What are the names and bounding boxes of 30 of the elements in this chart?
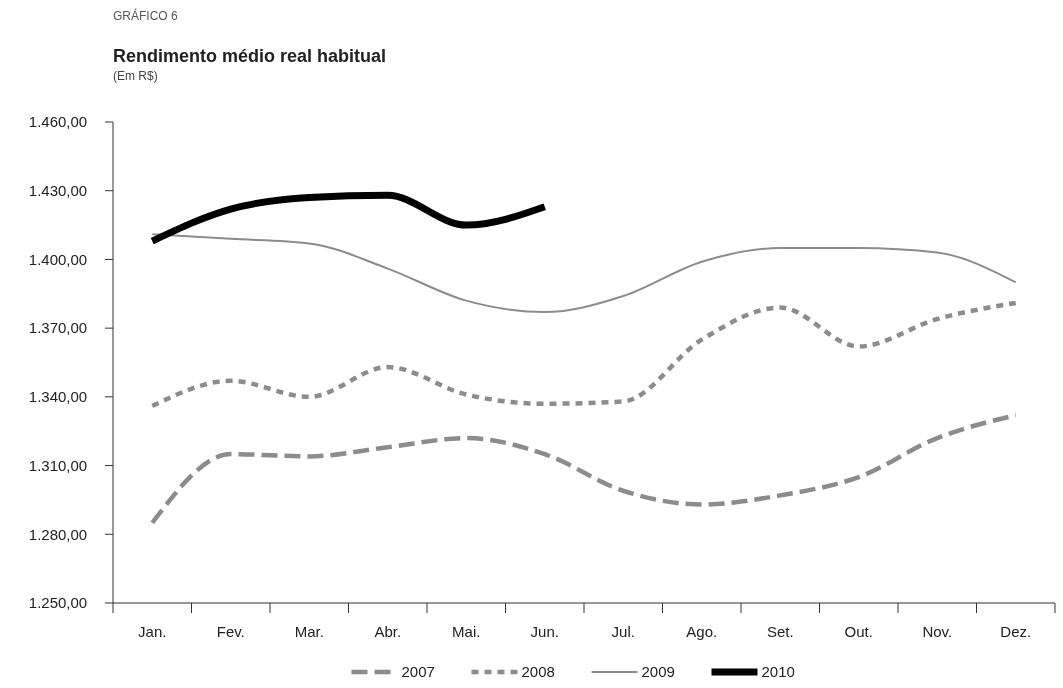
line-series [151, 233, 1017, 314]
legend-label: 2008 [521, 663, 555, 681]
y-tick-label: 1.340,00 [28, 388, 88, 406]
y-tick-label: 1.280,00 [28, 525, 88, 543]
line-series [150, 300, 1018, 409]
x-tick-label: Jun. [530, 623, 559, 640]
chart-title: Rendimento médio real habitual [113, 46, 387, 66]
y-tick-label: 1.370,00 [28, 319, 88, 337]
x-tick-label: Ago. [686, 623, 718, 640]
legend-label: 2007 [401, 663, 435, 681]
x-tick-label: Fev. [216, 623, 245, 640]
text: GRÁFICO 6 [113, 8, 178, 23]
x-tick-label: Set. [766, 623, 794, 640]
legend-label: 2009 [641, 663, 675, 681]
line-series [150, 412, 1018, 526]
y-tick-label: 1.460,00 [28, 113, 88, 131]
x-tick-label: Mar. [294, 623, 324, 640]
x-tick-label: Nov. [922, 623, 953, 640]
chart-subtitle: (Em R$) [113, 69, 158, 83]
y-tick-label: 1.430,00 [28, 181, 88, 199]
x-tick-label: Abr. [374, 623, 402, 640]
y-tick-label: 1.400,00 [28, 250, 88, 268]
x-tick-label: Dez. [1000, 623, 1032, 640]
y-tick-label: 1.310,00 [28, 456, 88, 474]
legend-label: 2010 [761, 663, 795, 681]
x-tick-label: Jan. [138, 623, 167, 640]
y-tick-label: 1.250,00 [28, 594, 88, 612]
x-tick-label: Out. [844, 623, 873, 640]
x-tick-label: Jul. [611, 623, 635, 640]
x-tick-label: Mai. [452, 623, 481, 640]
